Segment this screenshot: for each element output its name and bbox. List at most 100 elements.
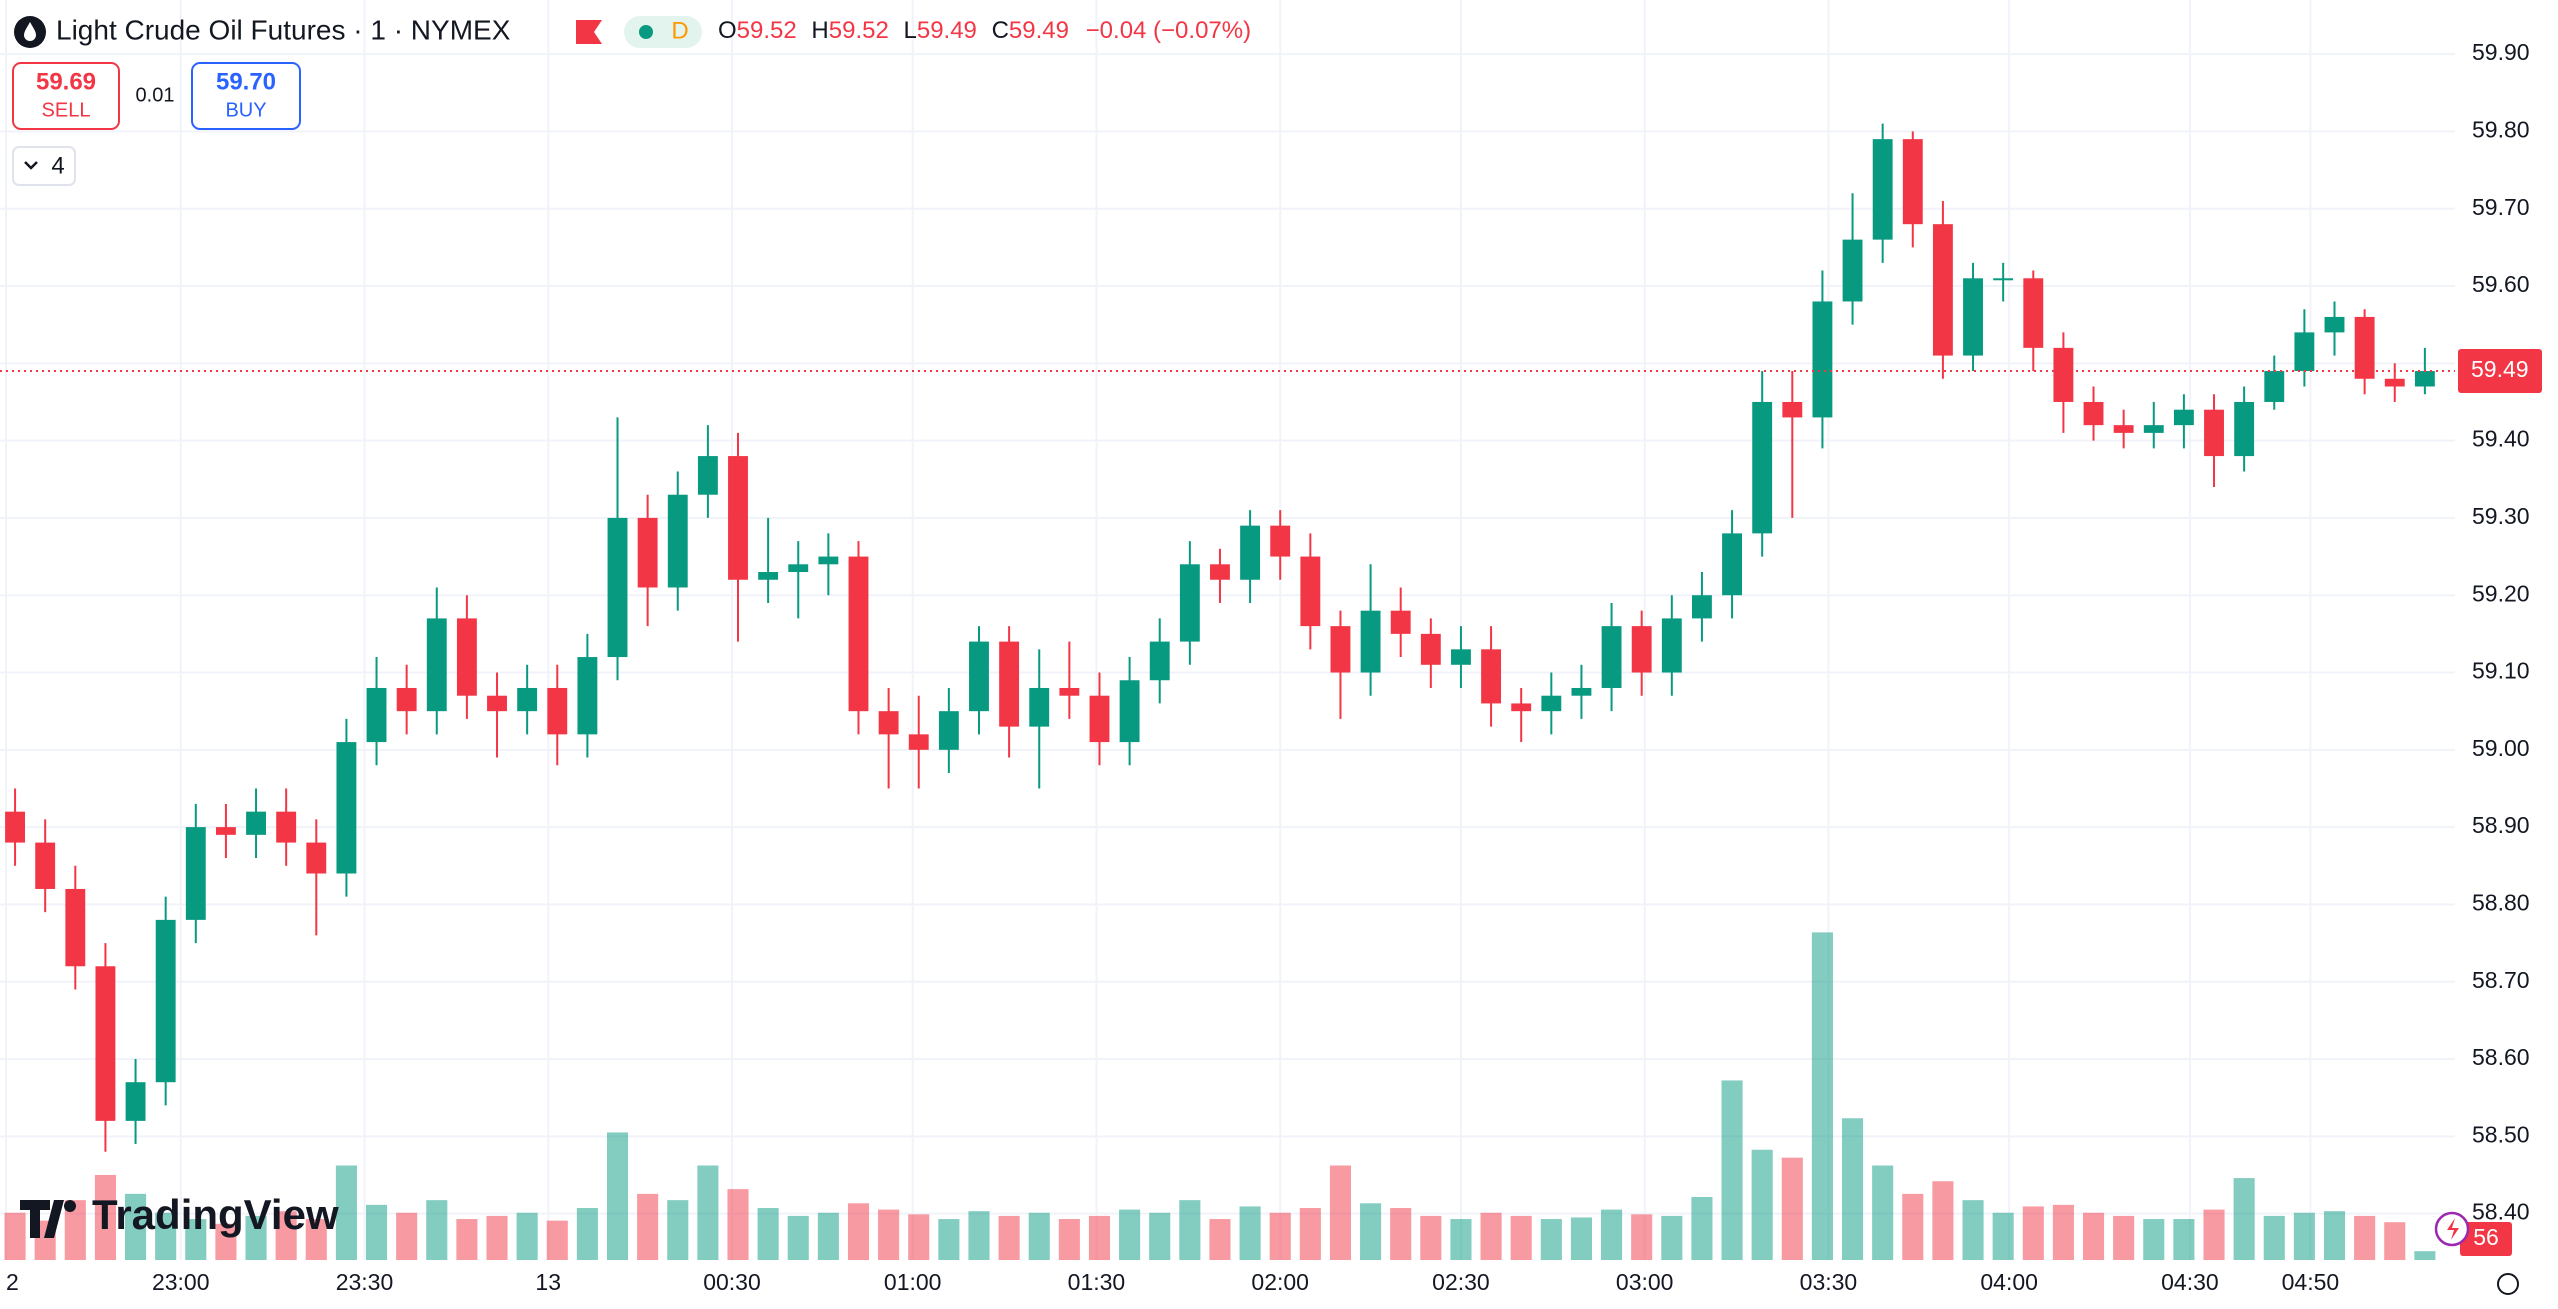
indicators-toggle[interactable] [12, 146, 76, 186]
volume-bar [185, 1219, 207, 1260]
h-key: H [811, 17, 828, 44]
volume-bar [486, 1215, 508, 1260]
volume-bar [1149, 1212, 1171, 1260]
candle-body [1089, 695, 1110, 743]
volume-bar [847, 1203, 870, 1260]
candle-body [2143, 425, 2164, 433]
candle-body [1661, 618, 1682, 673]
volume-bar [155, 1212, 177, 1260]
volume-bar [1329, 1165, 1352, 1260]
volume-bar [546, 1220, 568, 1260]
candle-body [1571, 687, 1592, 696]
volume-bar [1962, 1200, 1984, 1260]
volume-bar [1179, 1200, 1201, 1260]
settings-icon[interactable] [2497, 1273, 2519, 1295]
x-tick-label: 02:00 [1251, 1269, 1309, 1295]
buy-button[interactable] [191, 62, 301, 130]
candle-body [758, 572, 779, 580]
sell-price: 59.69 [36, 68, 96, 95]
volume-bar [305, 1219, 327, 1260]
candle-body [1782, 401, 1803, 418]
candle-body [95, 966, 116, 1121]
candle-body [125, 1082, 146, 1121]
y-tick-label: 59.10 [2472, 658, 2530, 684]
volume-bar [1842, 1118, 1864, 1260]
candle-body [607, 517, 628, 658]
candle-body [667, 494, 688, 588]
candle-body [1691, 595, 1712, 619]
candle-body [1390, 610, 1411, 634]
volume-bar [516, 1212, 538, 1260]
volume-bar [1781, 1157, 1803, 1260]
volume-bar [245, 1215, 267, 1260]
candle-body [1993, 278, 2014, 281]
volume-bar [1751, 1149, 1773, 1260]
volume-bar [4, 1212, 26, 1260]
x-tick-label: 00:30 [703, 1269, 761, 1295]
volume-bar [576, 1208, 598, 1260]
plot [0, 123, 2455, 1260]
candle-body [1270, 525, 1291, 557]
volume-bar [727, 1189, 749, 1260]
volume-bar [125, 1193, 147, 1260]
candle-body [487, 695, 507, 712]
candle-body [1300, 556, 1321, 627]
volume-bar [606, 1132, 629, 1260]
chevron-icon [24, 161, 38, 170]
h-value: 59.52 [829, 17, 889, 44]
candle-body [697, 456, 718, 495]
volume-bar [2323, 1211, 2346, 1260]
candle-body [396, 687, 417, 712]
candle-body [908, 734, 929, 750]
x-tick-label: 03:30 [1800, 1269, 1858, 1295]
candle-body [65, 888, 86, 967]
volume-bar [968, 1211, 990, 1260]
volume-bar [365, 1204, 388, 1260]
c-value: 59.49 [1009, 17, 1069, 44]
volume-bar [1691, 1197, 1713, 1260]
candle-body [1119, 680, 1140, 743]
candle-body [1963, 278, 1983, 356]
buy-price: 59.70 [216, 68, 276, 95]
buy-label: BUY [225, 99, 266, 121]
volume-bar [1239, 1206, 1261, 1260]
last-price-label: 59.49 [2471, 356, 2529, 382]
candle-body [1902, 139, 1923, 225]
candle-body [1842, 239, 1863, 302]
volume-bar [697, 1165, 719, 1260]
candle-body [2053, 347, 2074, 402]
volume-bar [787, 1215, 809, 1260]
candle-body [336, 742, 357, 874]
o-key: O [718, 17, 737, 44]
x-tick-label: 01:00 [884, 1269, 942, 1295]
x-tick-label: 23:00 [152, 1269, 210, 1295]
volume-bar [2414, 1251, 2436, 1260]
badge[interactable] [624, 16, 702, 48]
volume-bar [938, 1219, 960, 1260]
axes: 58.40 58.50 58.60 58.70 58.80 58.90 59.00 59.10… [6, 39, 2542, 1295]
candle-body [2354, 316, 2375, 379]
volume-bar [908, 1214, 930, 1260]
candle-body [818, 556, 839, 565]
candle-body [1601, 626, 1622, 688]
candle-body [2294, 332, 2315, 372]
candle-body [728, 456, 748, 580]
volume-bar [2082, 1212, 2105, 1260]
candle-body [2324, 316, 2345, 333]
candle-body [35, 842, 56, 889]
volume-bar [2173, 1219, 2195, 1260]
volume-bar [396, 1212, 418, 1260]
volume-bar [1088, 1215, 1111, 1260]
y-tick-label: 59.60 [2472, 271, 2530, 297]
x-tick-label: 04:50 [2282, 1269, 2340, 1295]
c-key: C [992, 17, 1009, 44]
x-tick-label: 01:30 [1068, 1269, 1126, 1295]
flag-icon[interactable] [576, 20, 602, 44]
volume-bar [878, 1209, 900, 1260]
volume-bar [1420, 1215, 1442, 1260]
volume-bar [1028, 1212, 1050, 1260]
volume-bar [2022, 1206, 2044, 1260]
spread: 0.01 [136, 84, 175, 106]
sell-button[interactable] [12, 62, 120, 130]
candle-body [637, 517, 658, 588]
